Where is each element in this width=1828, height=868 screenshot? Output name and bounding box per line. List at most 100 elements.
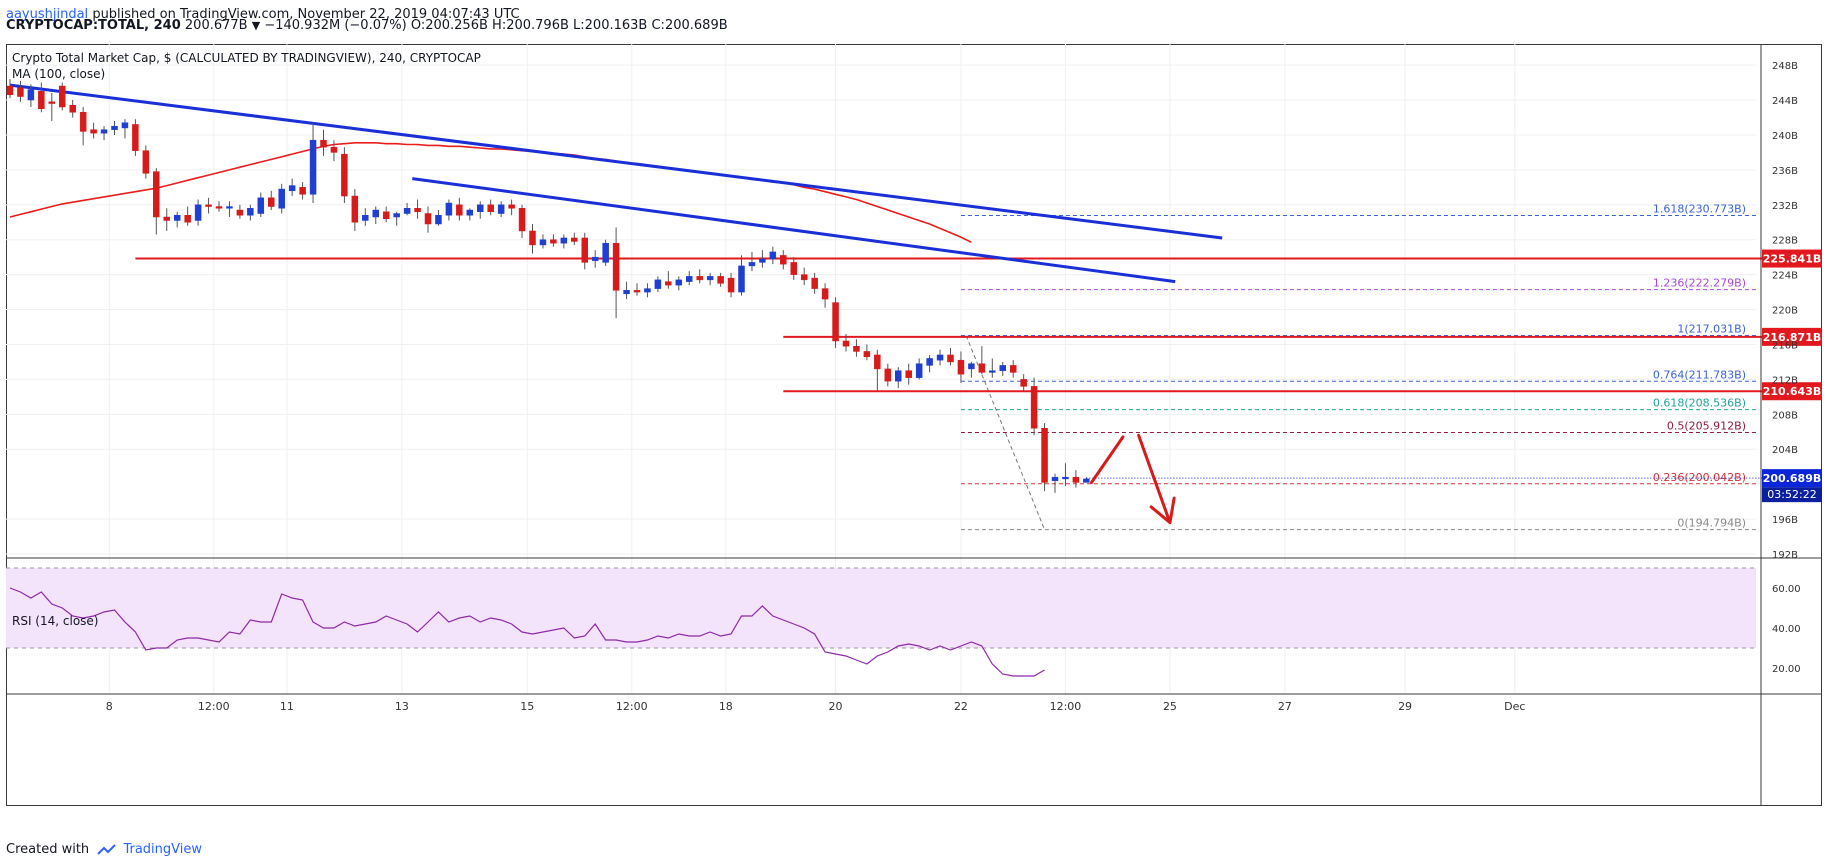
candle-up xyxy=(257,197,265,214)
price-tick-label: 228B xyxy=(1772,236,1798,247)
countdown-tag xyxy=(1762,487,1822,503)
price-tick-label: 220B xyxy=(1772,306,1798,317)
candle-down xyxy=(529,230,536,246)
level-tag xyxy=(1762,327,1822,346)
upswing-arrow xyxy=(1090,435,1125,484)
level-tag xyxy=(1762,382,1822,401)
rsi-legend: RSI (14, close) xyxy=(12,614,98,628)
candle-down xyxy=(612,242,620,291)
close-value: 200.689B xyxy=(664,18,728,33)
candle-up xyxy=(194,204,202,221)
chart-canvas[interactable]: 1.618(230.773B) 1.236(222.279B) 1(217.031B… xyxy=(6,44,1822,806)
time-tick-label: 8 xyxy=(106,700,113,713)
time-tick-label: 22 xyxy=(954,700,968,713)
symbol-line: CRYPTOCAP:TOTAL, 240 xyxy=(6,18,181,33)
candle-down xyxy=(947,354,954,363)
open-value: 200.256B xyxy=(425,18,488,33)
candle-up xyxy=(623,290,630,295)
time-tick-label: 15 xyxy=(520,700,534,713)
candle-down xyxy=(1020,379,1027,387)
candle-up xyxy=(173,215,181,221)
fib-level-label: 1(217.031B) xyxy=(1677,322,1746,335)
candle-down xyxy=(832,302,839,342)
chart-title: Crypto Total Market Cap, $ (CALCULATED B… xyxy=(12,51,481,65)
candles xyxy=(6,79,1090,493)
candle-down xyxy=(299,187,306,195)
candle-up xyxy=(759,258,766,263)
rsi-tick-label: 40.00 xyxy=(1772,624,1801,635)
candle-up xyxy=(915,363,923,378)
fib-level-label: 1.236(222.279B) xyxy=(1653,277,1746,290)
tradingview-link[interactable]: TradingView xyxy=(123,842,202,857)
low-value: 200.163B xyxy=(584,18,648,33)
candle-up xyxy=(403,208,411,214)
candle-down xyxy=(665,281,672,286)
candle-up xyxy=(466,209,474,216)
candle-up xyxy=(738,265,745,293)
countdown-label: 03:52:22 xyxy=(1767,488,1816,501)
candle-down xyxy=(1009,365,1017,373)
candle-down xyxy=(874,354,881,370)
time-tick-label: 12:00 xyxy=(1050,700,1082,713)
candle-down xyxy=(884,368,892,382)
candle-down xyxy=(696,276,703,281)
candle-down xyxy=(424,213,432,225)
fib-level-label: 1.618(230.773B) xyxy=(1653,202,1746,215)
price-tick-label: 212B xyxy=(1772,375,1798,386)
candle-down xyxy=(905,370,912,378)
candle-down xyxy=(811,277,818,289)
open-label: O: xyxy=(410,18,426,33)
level-tag-label: 225.841B xyxy=(1763,253,1822,266)
candle-down xyxy=(1072,476,1080,483)
candle-down xyxy=(320,139,327,148)
fib-level-label: 0.5(205.912B) xyxy=(1667,420,1746,433)
candle-up xyxy=(748,262,756,267)
chart-border xyxy=(6,44,1822,806)
candle-up xyxy=(675,279,683,286)
ma-line-layer xyxy=(9,142,972,244)
low-label: L: xyxy=(573,18,585,33)
candle-up xyxy=(654,279,662,289)
candle-up xyxy=(926,358,933,366)
price-tick-label: 236B xyxy=(1772,166,1798,177)
author-link[interactable]: aayushjindal xyxy=(6,7,89,22)
candle-up xyxy=(1062,476,1069,480)
high-label: H: xyxy=(492,18,507,33)
rsi-band-fill xyxy=(6,568,1756,648)
candle-up xyxy=(121,122,129,129)
candle-down xyxy=(633,290,641,293)
rsi-tick-label: 20.00 xyxy=(1772,664,1801,675)
created-with-label: Created with xyxy=(6,842,90,857)
ma-legend: MA (100, close) xyxy=(12,67,105,81)
level-tag-label: 216.871B xyxy=(1763,331,1822,344)
candle-up xyxy=(393,213,400,218)
trendlines xyxy=(9,83,1223,284)
candle-up xyxy=(309,139,317,195)
candle-up xyxy=(247,208,254,216)
axes: 248B 244B 240B 236B 232B 228B 224B 220B 216B 212B… xyxy=(6,44,1822,806)
rsi-band xyxy=(6,567,1756,649)
downswing-arrow xyxy=(1137,433,1172,525)
candle-down xyxy=(38,91,45,109)
current-price-tag xyxy=(1762,469,1822,488)
footer: Created with TradingView xyxy=(6,840,202,860)
fib-level-label: 0.236(200.042B) xyxy=(1653,471,1746,484)
candle-up xyxy=(1083,478,1090,483)
current-price-label: 200.689B xyxy=(1763,472,1822,485)
price-tick-label: 192B xyxy=(1772,550,1798,561)
level-tag xyxy=(1762,249,1822,268)
candle-down xyxy=(69,105,76,113)
time-tick-label: 29 xyxy=(1398,700,1412,713)
candle-down xyxy=(6,85,14,96)
candle-down xyxy=(821,288,829,300)
time-tick-label: 18 xyxy=(719,700,733,713)
arrow-head-icon xyxy=(1149,496,1176,525)
ohlc-bar: CRYPTOCAP:TOTAL, 240 200.677B ▼ −140.932… xyxy=(6,17,728,35)
price-tick-label: 224B xyxy=(1772,271,1798,282)
fib-level-label: 0.764(211.783B) xyxy=(1653,368,1746,381)
price-tick-label: 248B xyxy=(1772,61,1798,72)
candle-up xyxy=(769,251,777,260)
candle-down xyxy=(268,197,275,207)
last-price: 200.677B xyxy=(184,18,248,33)
price-tick-label: 196B xyxy=(1772,515,1798,526)
